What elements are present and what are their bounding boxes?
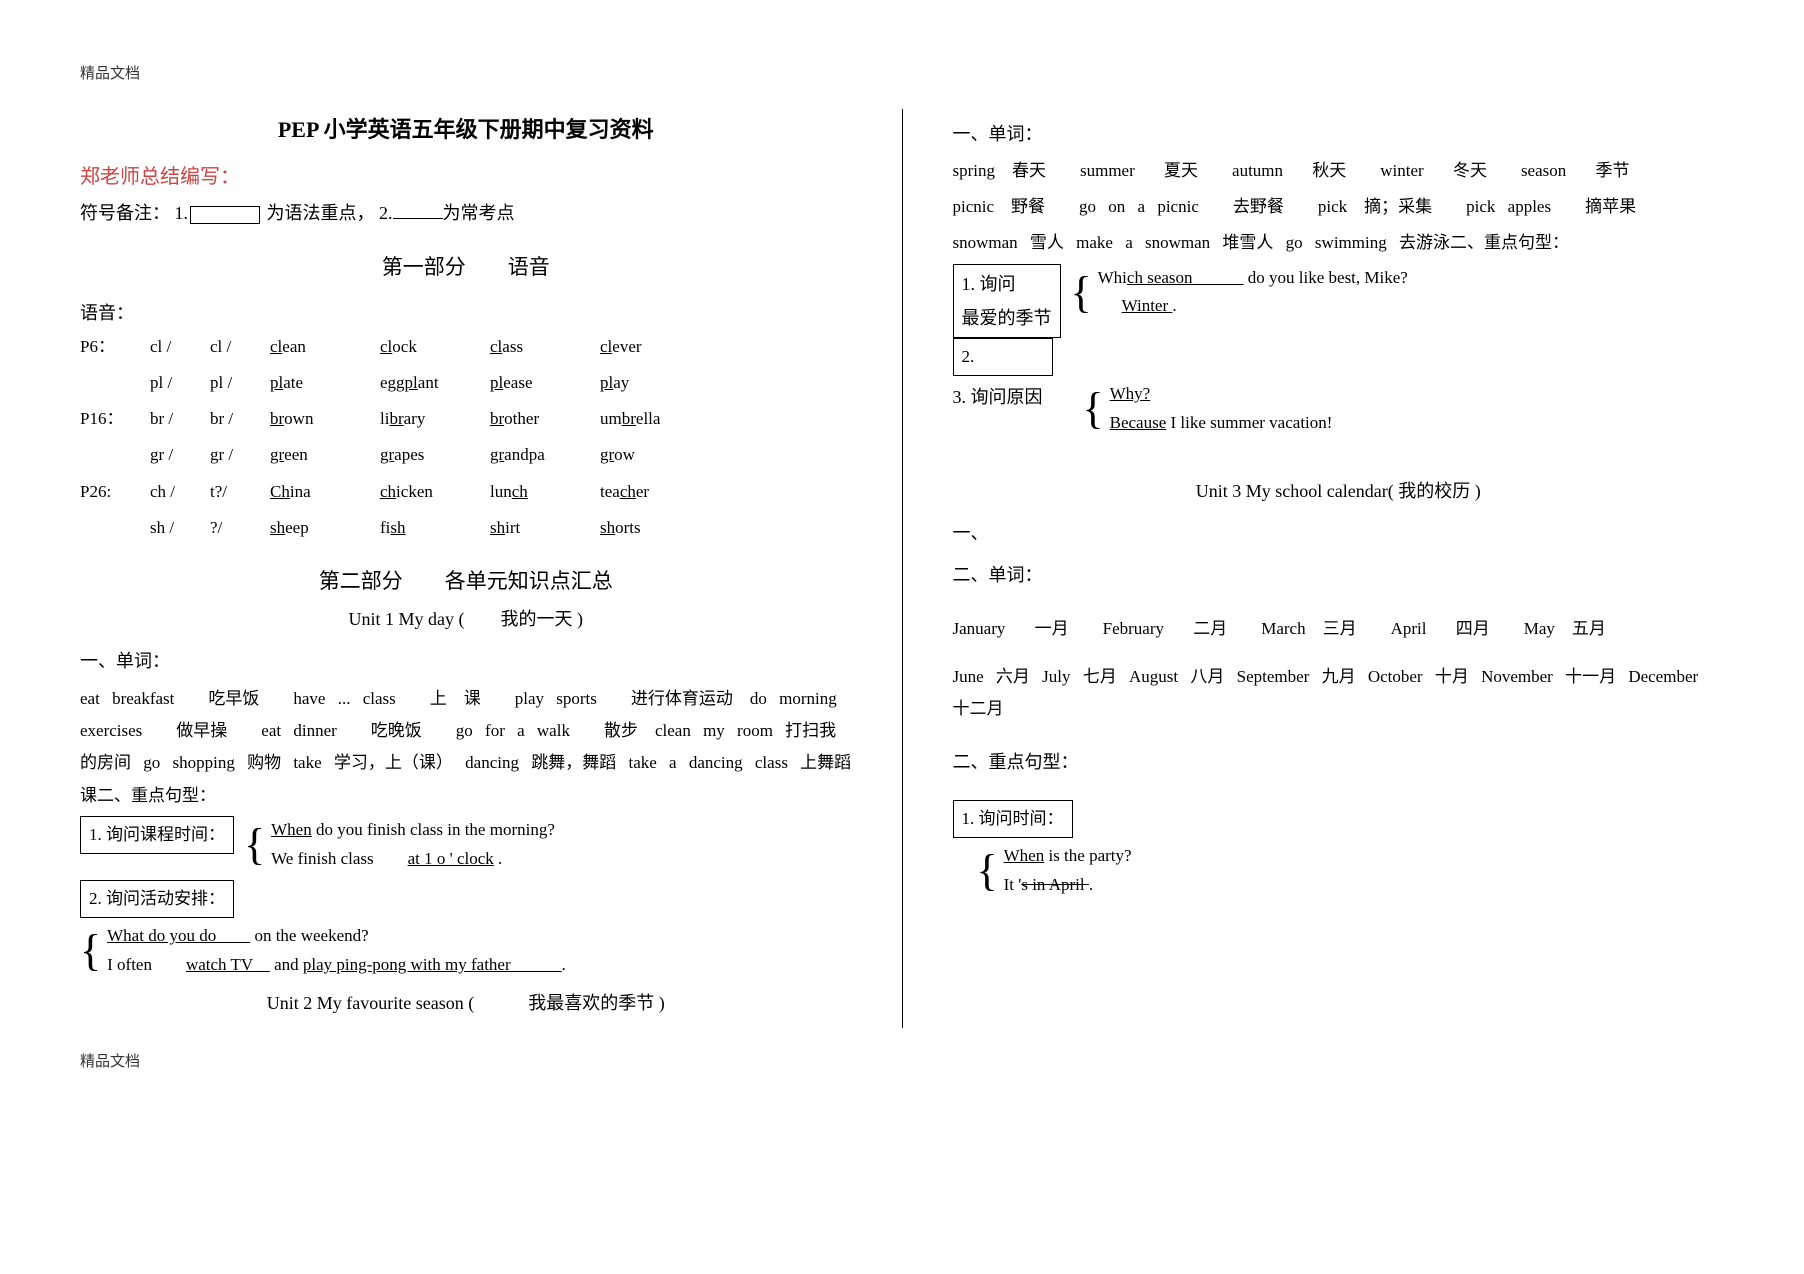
u2-q3-line1: Why? (1110, 380, 1333, 409)
brace-icon: { (1071, 273, 1092, 313)
u3-vocab2: June 六月 July 七月 August 八月 September 九月 O… (953, 661, 1725, 726)
u3-vocab1: January 一月 February 二月 March 三月 April 四月… (953, 613, 1725, 645)
u2-vocab2: picnic 野餐 go on a picnic 去野餐 pick 摘；采集 p… (953, 191, 1725, 223)
u1-q1-row: 1. 询问课程时间： { When do you finish class in… (80, 816, 852, 880)
u2-vocab-header: 一、单词： (953, 117, 1725, 151)
phonics-row: pl /pl /plateeggplantpleaseplay (80, 367, 852, 399)
notes-suffix: 为常考点 (443, 203, 515, 223)
u3-q1-box: 1. 询问时间： (953, 800, 1073, 838)
phonics-row: P16：br /br /brownlibrarybrotherumbrella (80, 403, 852, 435)
u3-q1-line1: When is the party? (1004, 842, 1132, 871)
grammar-box (190, 206, 260, 224)
notes-prefix: 符号备注： 1. (80, 203, 188, 223)
u2-q1-box: 1. 询问 最爱的季节 (953, 264, 1061, 338)
phonics-label: 语音： (80, 296, 852, 330)
u2-q3-line2: Because I like summer vacation! (1110, 409, 1333, 438)
left-column: PEP 小学英语五年级下册期中复习资料 郑老师总结编写： 符号备注： 1. 为语… (80, 109, 852, 1028)
u3-hdr3: 二、重点句型： (953, 745, 1725, 779)
phonics-table: P6：cl /cl /cleanclockclassclever pl /pl /… (80, 331, 852, 545)
unit1-header: Unit 1 My day ( 我的一天 ) (80, 602, 852, 636)
brace-icon: { (1083, 389, 1104, 429)
u2-q3-label: 3. 询问原因 (953, 380, 1083, 414)
notes-mid: 为语法重点， 2. (262, 203, 393, 223)
u2-vocab3: snowman 雪人 make a snowman 堆雪人 go swimmin… (953, 227, 1725, 259)
u1-q2-line2: I often watch TV and play ping-pong with… (107, 951, 566, 980)
u2-vocab1: spring 春天 summer 夏天 autumn 秋天 winter 冬天 … (953, 155, 1725, 187)
page-footer: 精品文档 (80, 1048, 1724, 1077)
part1-header: 第一部分 语音 (80, 248, 852, 288)
u2-q3-row: 3. 询问原因 { Why? Because I like summer vac… (953, 380, 1725, 444)
u3-hdr1: 一、 (953, 516, 1725, 550)
part2-header: 第二部分 各单元知识点汇总 (80, 562, 852, 602)
phonics-row: P6：cl /cl /cleanclockclassclever (80, 331, 852, 363)
column-divider (902, 109, 903, 1028)
phonics-row: gr /gr /greengrapesgrandpagrow (80, 439, 852, 471)
unit3-header: Unit 3 My school calendar( 我的校历 ) (953, 474, 1725, 508)
notes-line: 符号备注： 1. 为语法重点， 2. 为常考点 (80, 196, 852, 230)
u1-q1-box: 1. 询问课程时间： (80, 816, 234, 854)
u1-q2-line1: What do you do on the weekend? (107, 922, 566, 951)
brace-icon: { (80, 931, 101, 971)
right-column: 一、单词： spring 春天 summer 夏天 autumn 秋天 wint… (953, 109, 1725, 1028)
u2-q2-box: 2. (953, 338, 1053, 376)
main-columns: PEP 小学英语五年级下册期中复习资料 郑老师总结编写： 符号备注： 1. 为语… (80, 109, 1724, 1028)
u1-vocab: eat breakfast 吃早饭 have ... class 上 课 pla… (80, 683, 852, 812)
u2-q1-line2: Winter . (1122, 292, 1408, 321)
phonics-row: sh /?/sheepfish shirtshorts (80, 512, 852, 544)
u1-q1-line2: We finish class at 1 o ' clock . (271, 845, 555, 874)
u1-q1-line1: When do you finish class in the morning? (271, 816, 555, 845)
phonics-row: P26:ch /t?/Chinachickenlunch teacher (80, 476, 852, 508)
main-title: PEP 小学英语五年级下册期中复习资料 (80, 109, 852, 151)
u2-q1-row: 1. 询问 最爱的季节 { Which season do you like b… (953, 264, 1725, 338)
page-header: 精品文档 (80, 60, 1724, 89)
brace-icon: { (977, 851, 998, 891)
brace-icon: { (244, 825, 265, 865)
author-line: 郑老师总结编写： (80, 158, 852, 196)
u3-q1-line2: It 's in April . (1004, 871, 1132, 900)
u1-vocab-header: 一、单词： (80, 644, 852, 678)
u2-q1-line1: Which season do you like best, Mike? (1098, 264, 1408, 293)
unit2-header: Unit 2 My favourite season ( 我最喜欢的季节 ) (80, 986, 852, 1020)
u3-hdr2: 二、单词： (953, 558, 1725, 592)
exam-blank (393, 203, 443, 219)
u1-q2-box: 2. 询问活动安排： (80, 880, 234, 918)
